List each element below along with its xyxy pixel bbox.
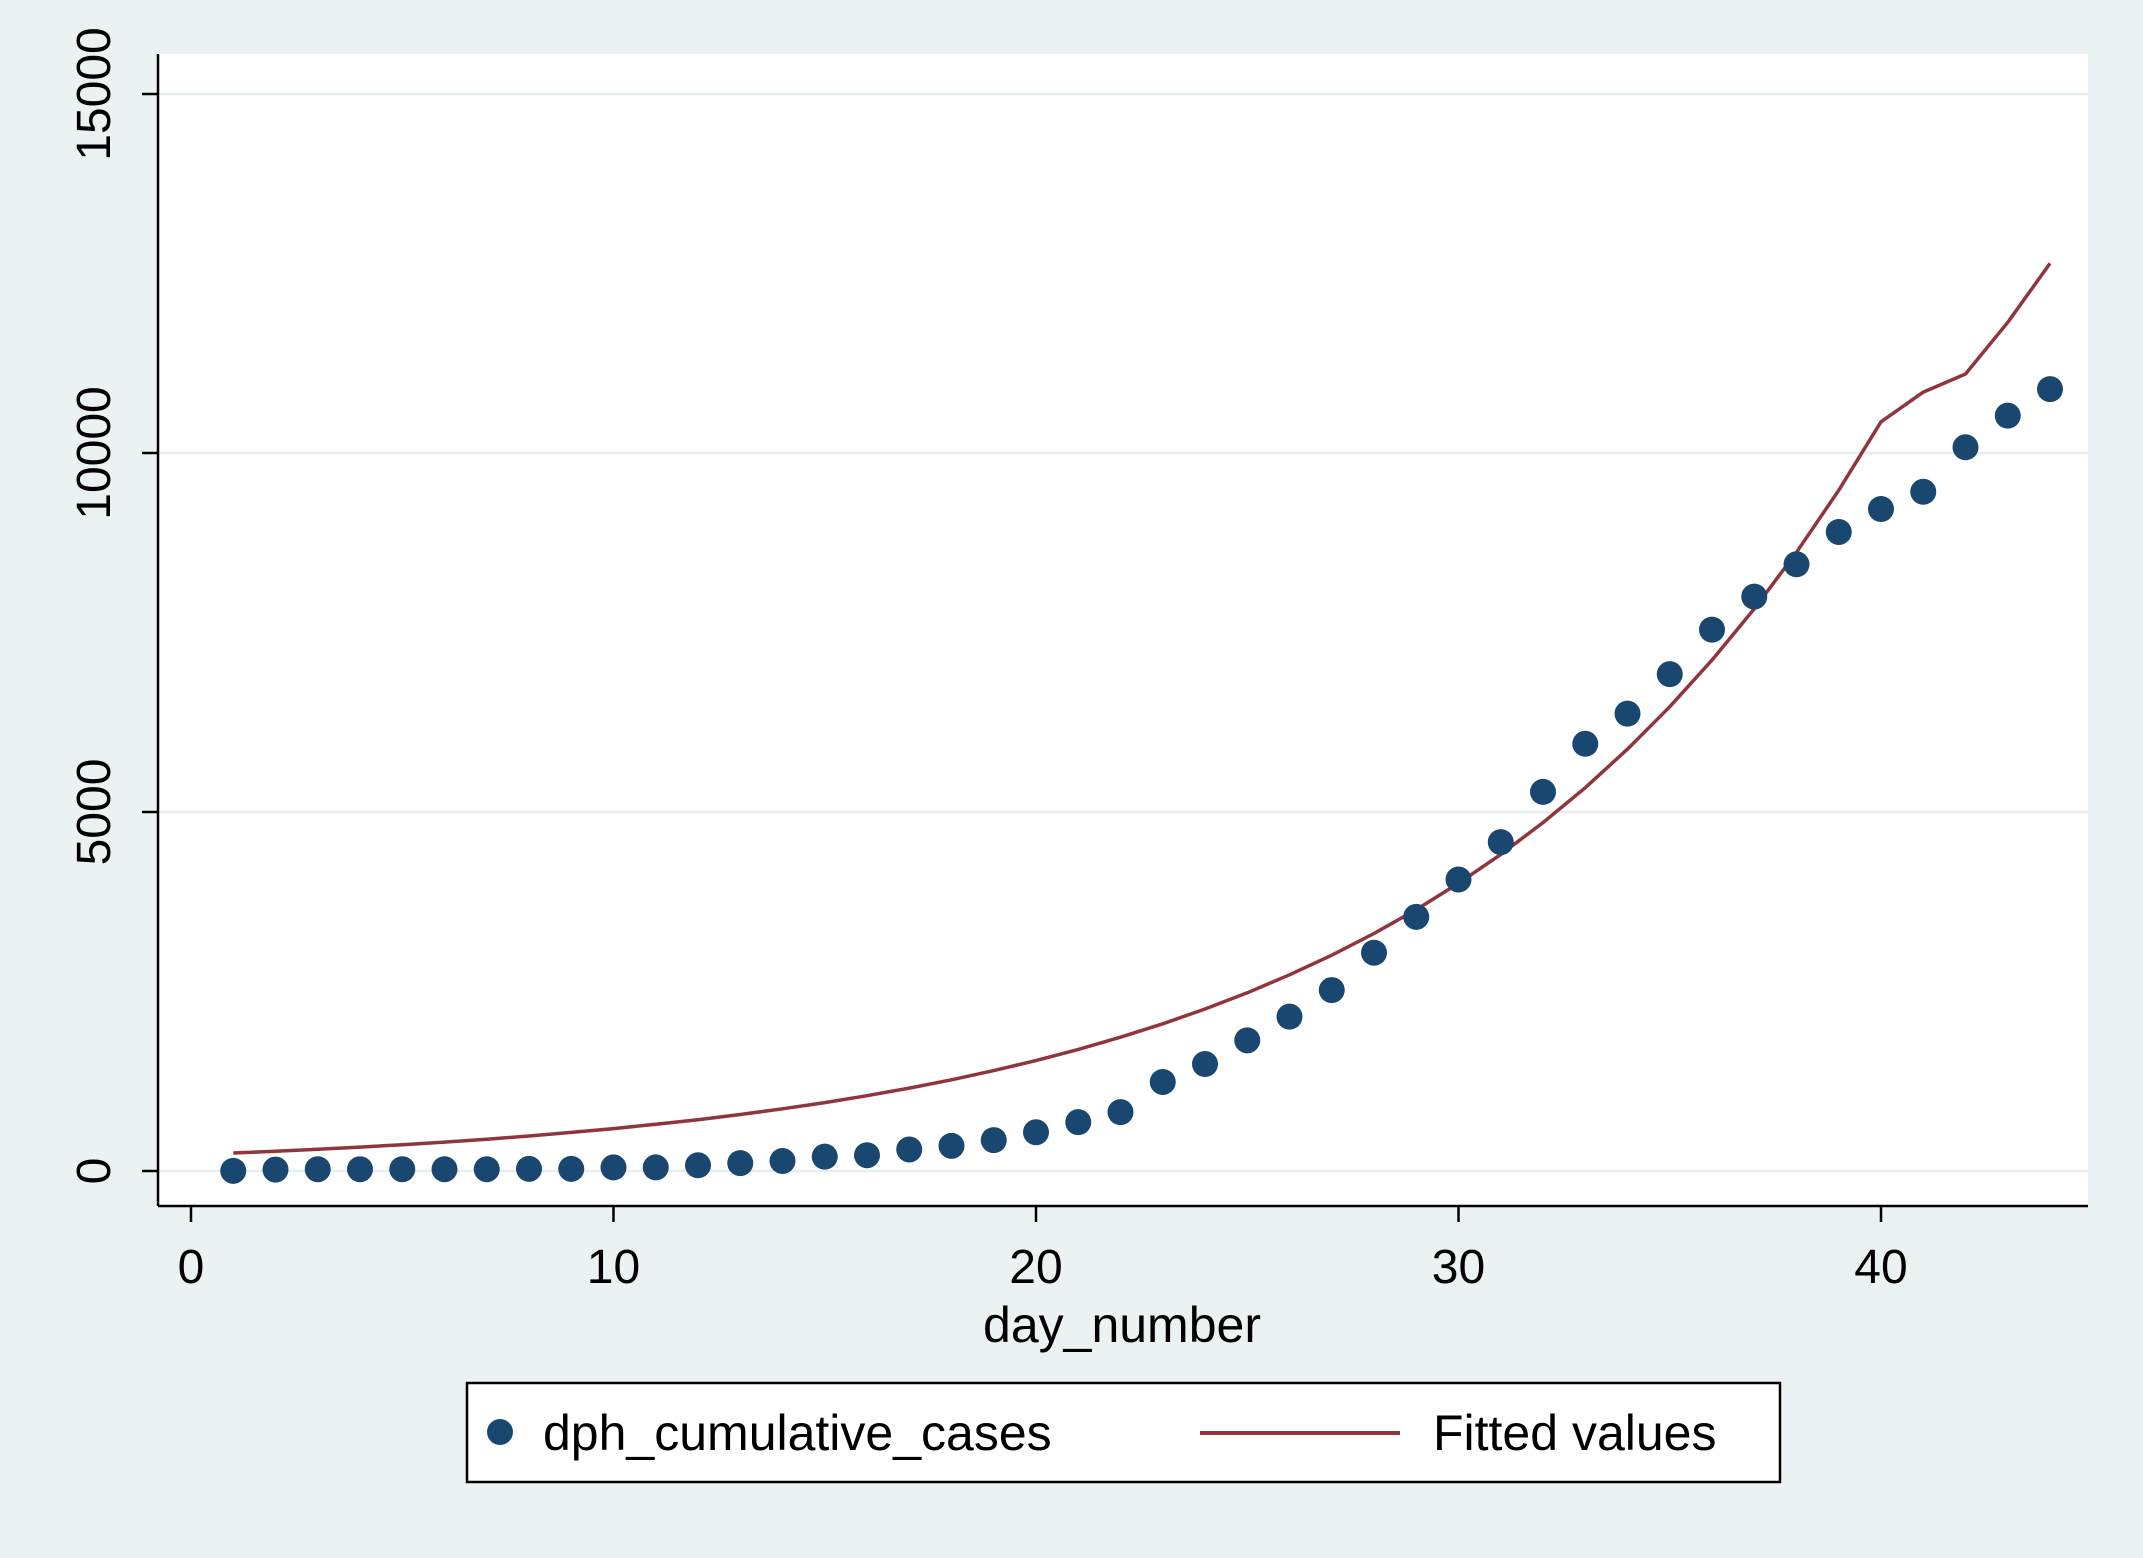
point-day-42 [1952,434,1979,461]
point-day-14 [769,1147,796,1174]
point-day-20 [1023,1119,1049,1146]
point-day-23 [1149,1068,1176,1095]
point-day-11 [642,1154,669,1181]
scatter-points [220,376,2063,1184]
fitted-values-line [233,262,2052,1155]
point-day-19 [980,1127,1007,1154]
point-day-7 [473,1156,500,1183]
point-day-44 [2037,376,2063,403]
y-tick-label-15000: 15000 [68,27,121,160]
point-day-29 [1403,903,1430,930]
point-day-25 [1234,1027,1261,1054]
axes: 0 10 20 30 40 0 5000 10000 15000 [68,27,2088,1294]
legend-label-fitted-values: Fitted values [1433,1405,1716,1461]
fitted-line-layer [233,262,2052,1155]
point-day-30 [1445,866,1472,893]
x-tick-label-40: 40 [1854,1241,1907,1294]
point-day-13 [727,1150,754,1177]
legend-marker-dph-cumulative-cases [487,1419,513,1445]
x-tick-label-0: 0 [178,1241,205,1294]
point-day-41 [1910,478,1937,505]
point-day-21 [1065,1109,1092,1136]
point-day-38 [1783,551,1810,578]
point-day-40 [1868,496,1894,523]
point-day-10 [600,1154,627,1181]
x-tick-label-10: 10 [587,1241,640,1294]
point-day-26 [1276,1003,1303,1030]
point-day-43 [1994,402,2021,429]
point-day-27 [1318,977,1345,1004]
y-tick-label-0: 0 [68,1158,121,1185]
y-tick-label-10000: 10000 [68,386,121,519]
point-day-31 [1487,829,1514,856]
point-day-37 [1741,583,1768,610]
point-day-5 [389,1156,416,1183]
legend: dph_cumulative_cases Fitted values [465,1381,1782,1484]
point-day-32 [1530,778,1556,805]
point-day-9 [558,1155,585,1182]
plot-area [158,54,2088,1206]
point-day-4 [347,1156,373,1183]
point-day-16 [854,1142,880,1169]
point-day-24 [1192,1051,1218,1078]
point-day-35 [1656,661,1683,688]
point-day-8 [516,1155,542,1182]
point-day-3 [304,1156,331,1183]
point-day-39 [1825,518,1852,545]
point-day-2 [262,1156,289,1183]
x-axis-title: day_number [983,1297,1261,1353]
legend-label-dph-cumulative-cases: dph_cumulative_cases [543,1405,1052,1461]
point-day-34 [1614,700,1641,727]
point-day-12 [685,1152,711,1179]
point-day-6 [431,1156,458,1183]
y-tick-label-5000: 5000 [68,759,121,866]
point-day-33 [1572,730,1599,757]
legend-box [465,1381,1782,1484]
point-day-17 [896,1136,923,1163]
x-tick-label-20: 20 [1009,1241,1062,1294]
point-day-22 [1107,1099,1134,1126]
point-day-36 [1699,616,1725,643]
x-tick-label-30: 30 [1432,1241,1485,1294]
point-day-15 [811,1143,838,1170]
point-day-18 [938,1132,965,1159]
point-day-1 [220,1157,247,1184]
point-day-28 [1361,939,1387,966]
